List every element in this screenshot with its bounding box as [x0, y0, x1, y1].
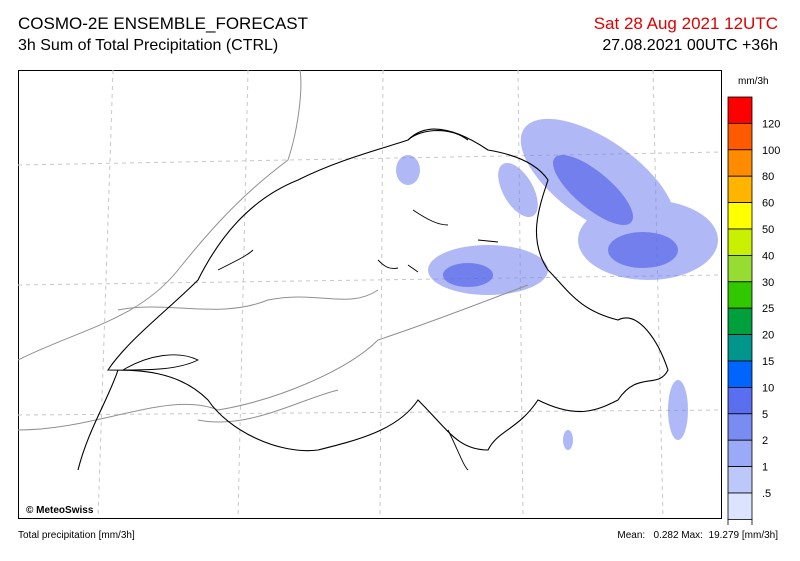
legend-swatch — [727, 413, 753, 441]
legend-swatch — [727, 518, 753, 525]
legend-swatch — [727, 228, 753, 256]
precipitation — [396, 118, 718, 450]
subtitle: 3h Sum of Total Precipitation (CTRL) — [18, 37, 279, 54]
valid-time: Sat 28 Aug 2021 12UTC — [593, 14, 778, 33]
legend-label: 30 — [762, 277, 774, 289]
legend-swatch — [727, 439, 753, 468]
legend-label: 25 — [762, 303, 774, 315]
country-border — [77, 128, 669, 471]
footer-left: Total precipitation [mm/3h] — [18, 530, 135, 541]
legend: 120 100 80 60 50 40 30 25 20 15 10 5 2 1 .5 — [727, 96, 780, 525]
legend-swatch — [727, 492, 753, 520]
legend-label: 15 — [762, 356, 774, 368]
legend-swatch — [727, 360, 753, 388]
legend-swatch — [727, 149, 753, 177]
legend-swatch — [727, 96, 753, 124]
map: © MeteoSwiss — [18, 70, 723, 519]
legend-swatch — [727, 254, 753, 283]
legend-label: 80 — [762, 171, 774, 183]
legend-label: 10 — [762, 382, 774, 394]
legend-label: 50 — [762, 224, 774, 236]
legend-label: 5 — [762, 409, 768, 421]
legend-label: 40 — [762, 250, 774, 262]
lakes — [121, 209, 499, 471]
legend-label: 20 — [762, 330, 774, 342]
legend-swatch — [727, 202, 753, 230]
footer-stats: Mean: 0.282 Max: 19.279 [mm/3h] — [617, 530, 778, 541]
legend-label: 100 — [762, 145, 780, 157]
credit: © MeteoSwiss — [26, 505, 94, 516]
title: COSMO-2E ENSEMBLE_FORECAST — [18, 14, 309, 33]
legend-swatch — [727, 175, 753, 203]
legend-label: .5 — [762, 488, 771, 500]
legend-swatch — [727, 334, 753, 362]
run-time: 27.08.2021 00UTC +36h — [602, 37, 778, 54]
legend-label: 120 — [762, 118, 780, 130]
legend-swatch — [727, 386, 753, 415]
borders — [18, 70, 529, 431]
legend-swatch — [727, 122, 753, 151]
legend-unit: mm/3h — [738, 76, 769, 87]
precipitation-core — [443, 155, 678, 287]
legend-swatch — [727, 466, 753, 494]
legend-swatch — [727, 281, 753, 309]
legend-label: 60 — [762, 198, 774, 210]
legend-label: 2 — [762, 435, 768, 447]
legend-label: 1 — [762, 462, 768, 474]
legend-swatch — [727, 307, 753, 335]
